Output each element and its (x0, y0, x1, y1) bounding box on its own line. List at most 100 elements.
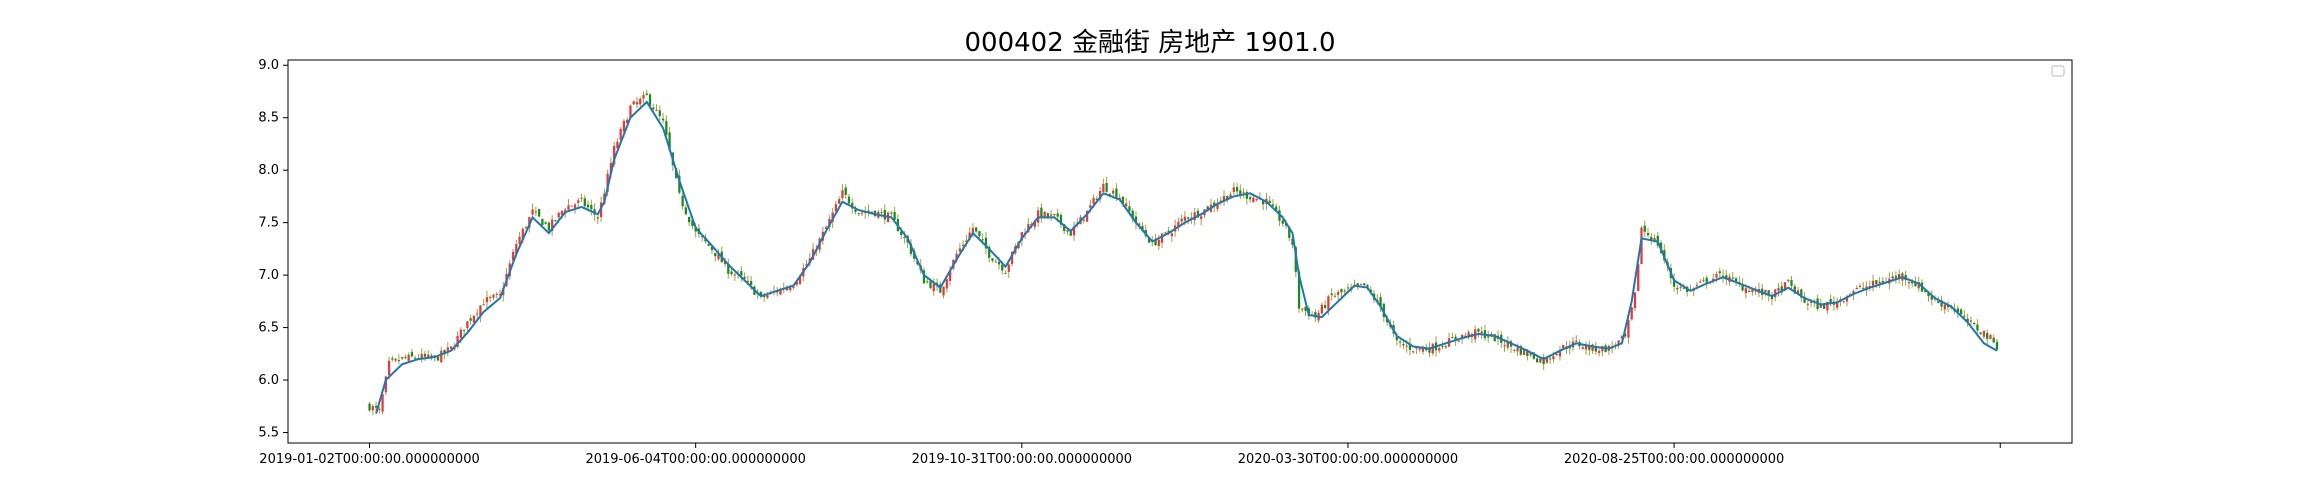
candle-body (1819, 303, 1823, 308)
candle-body (1487, 336, 1490, 338)
candle-body (909, 243, 913, 254)
candle-body (1154, 239, 1157, 246)
candle-body (1562, 345, 1565, 349)
candle-body (948, 270, 952, 281)
candle-body (1946, 305, 1950, 308)
candle-body (619, 129, 622, 140)
candle-body (665, 120, 668, 135)
candle-body (733, 274, 736, 276)
candle-body (743, 276, 746, 279)
candle-body (462, 329, 466, 331)
candle-body (381, 394, 384, 412)
candle-body (1989, 335, 1992, 339)
candle-body (1747, 291, 1751, 293)
candle-body (1516, 347, 1519, 352)
candle-body (681, 195, 684, 207)
candle-body (1842, 301, 1845, 303)
candle-body (1235, 187, 1239, 192)
candle-body (1549, 358, 1552, 360)
candle-body (1128, 206, 1131, 212)
candle-body (717, 254, 720, 260)
candle-body (1063, 224, 1066, 231)
candle-body (1643, 225, 1646, 232)
candle-body (1542, 356, 1545, 365)
y-tick-label: 9.0 (258, 58, 279, 73)
candle-body (1963, 315, 1966, 317)
candle-body (1408, 343, 1412, 350)
candle-body (1451, 337, 1454, 339)
candle-body (1943, 304, 1946, 310)
candle-body (1314, 312, 1317, 318)
candle-body (626, 119, 629, 124)
candle-body (1441, 346, 1444, 348)
candle-body (1242, 192, 1245, 194)
candle-body (1956, 308, 1959, 313)
candle-body (1255, 198, 1258, 201)
plot-frame (287, 59, 2073, 444)
candle-body (1875, 280, 1878, 285)
candle-body (893, 212, 896, 220)
candle-body (1800, 289, 1803, 298)
candle-body (1399, 341, 1402, 343)
candle-body (1695, 284, 1699, 286)
candle-body (1917, 282, 1920, 289)
x-tick-label: 2020-03-30T00:00:00.000000000 (1238, 452, 1458, 467)
candle-body (518, 236, 521, 245)
candle-body (988, 246, 991, 258)
candle-body (1105, 182, 1108, 192)
candle-body (1252, 197, 1255, 203)
candle-body (1992, 337, 1995, 343)
candle-body (577, 200, 580, 203)
candle-body (668, 132, 671, 151)
candle-body (554, 220, 557, 222)
candle-body (900, 231, 903, 235)
candle-body (1131, 210, 1134, 220)
candle-body (401, 357, 404, 359)
candle-body (955, 253, 958, 261)
candle-body (1780, 286, 1783, 293)
candle-body (1627, 320, 1630, 338)
candle-body (661, 118, 665, 121)
candle-body (635, 101, 639, 105)
candle-body (1046, 213, 1050, 217)
candle-body (922, 270, 926, 284)
candle-body (714, 252, 717, 257)
candle-body (997, 262, 1001, 265)
candle-body (1646, 232, 1650, 236)
candle-body (1010, 251, 1014, 265)
candle-body (1822, 304, 1826, 309)
x-tick-label: 2019-06-04T00:00:00.000000000 (585, 452, 805, 467)
candle-body (394, 358, 397, 361)
candle-body (1894, 275, 1898, 279)
candle-body (1937, 301, 1940, 303)
candle-body (824, 227, 828, 230)
candle-body (384, 376, 387, 393)
candle-body (613, 146, 616, 165)
chart-title: 000402 金融街 房地产 1901.0 (964, 28, 1336, 58)
candle-body (844, 187, 847, 195)
candle-body (1291, 238, 1294, 245)
candle-body (1288, 226, 1291, 238)
candle-body (472, 315, 476, 323)
candle-body (443, 350, 446, 354)
candle-body (749, 281, 753, 285)
candle-body (459, 329, 462, 338)
candle-body (1020, 232, 1023, 241)
candle-body (378, 408, 381, 410)
candle-body (573, 204, 577, 209)
candle-body (965, 240, 968, 242)
candle-body (1320, 304, 1324, 314)
candle-body (1098, 191, 1102, 200)
candle-body (1829, 299, 1832, 303)
candle-body (1402, 344, 1405, 346)
candle-body (860, 212, 864, 214)
candle-body (1187, 217, 1190, 219)
candle-body (1597, 350, 1601, 354)
candle-body (1460, 334, 1464, 339)
candle-body (994, 261, 997, 263)
candle-body (1050, 214, 1053, 216)
candle-body (1147, 238, 1151, 243)
candle-body (691, 220, 694, 227)
candle-body (1072, 226, 1076, 236)
